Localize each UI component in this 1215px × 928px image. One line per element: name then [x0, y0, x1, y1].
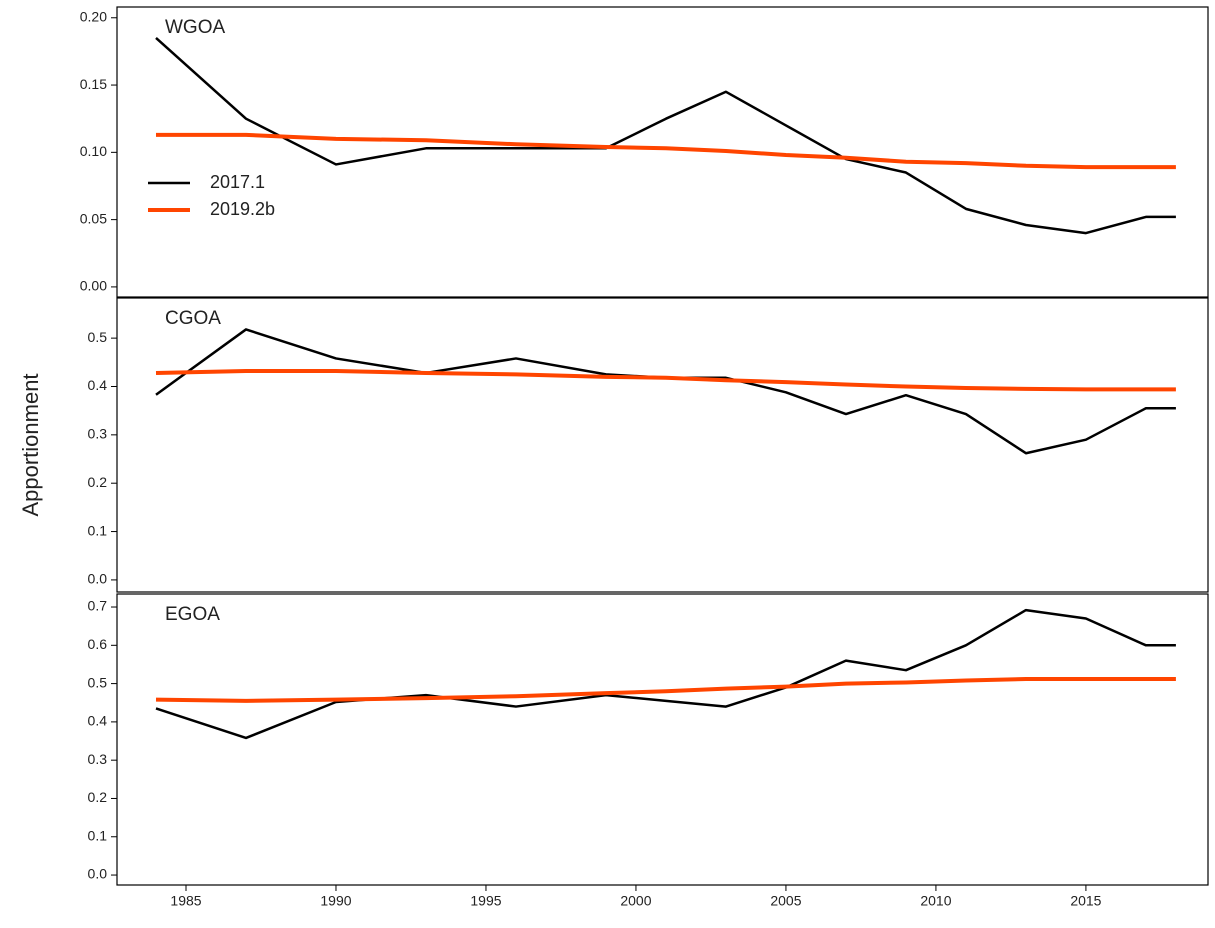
series-line	[155, 369, 1176, 392]
x-tick-label: 1985	[170, 893, 201, 909]
legend-label: 2019.2b	[210, 199, 275, 219]
y-tick-label: 0.7	[88, 598, 108, 614]
y-tick-label: 0.5	[88, 329, 108, 345]
y-tick-label: 0.0	[88, 571, 108, 587]
y-tick-label: 0.1	[88, 522, 108, 538]
y-tick-label: 0.6	[88, 636, 108, 652]
panel-title: CGOA	[165, 308, 221, 329]
y-tick-label: 0.5	[88, 674, 108, 690]
panel-frame	[116, 593, 1209, 886]
y-tick-label: 0.10	[80, 143, 107, 159]
y-tick-label: 0.4	[88, 377, 108, 393]
y-tick-label: 0.4	[88, 713, 108, 729]
x-tick-label: 1995	[470, 893, 501, 909]
y-tick-label: 0.3	[88, 426, 108, 442]
y-tick-label: 0.2	[88, 474, 108, 490]
series-line	[155, 608, 1176, 740]
y-tick-label: 0.0	[88, 866, 108, 882]
y-tick-label: 0.2	[88, 789, 108, 805]
x-tick-label: 2010	[920, 893, 951, 909]
y-tick-label: 0.1	[88, 827, 108, 843]
series-line	[155, 37, 1176, 235]
y-tick-label: 0.00	[80, 278, 107, 294]
y-tick-label: 0.05	[80, 210, 107, 226]
series-line	[155, 328, 1176, 455]
y-axis-label: Apportionment	[18, 373, 43, 516]
x-tick-label: 1990	[320, 893, 351, 909]
legend-label: 2017.1	[210, 172, 265, 192]
panel-frame	[116, 297, 1209, 593]
panel-title: WGOA	[165, 17, 225, 38]
panel-frame	[116, 6, 1209, 298]
x-tick-label: 2015	[1070, 893, 1101, 909]
x-tick-label: 2000	[620, 893, 651, 909]
panel-title: EGOA	[165, 604, 220, 625]
y-tick-label: 0.15	[80, 76, 107, 92]
series-line	[155, 677, 1176, 703]
x-tick-label: 2005	[770, 893, 801, 909]
y-tick-label: 0.3	[88, 751, 108, 767]
y-tick-label: 0.20	[80, 8, 107, 24]
series-line	[155, 132, 1176, 170]
